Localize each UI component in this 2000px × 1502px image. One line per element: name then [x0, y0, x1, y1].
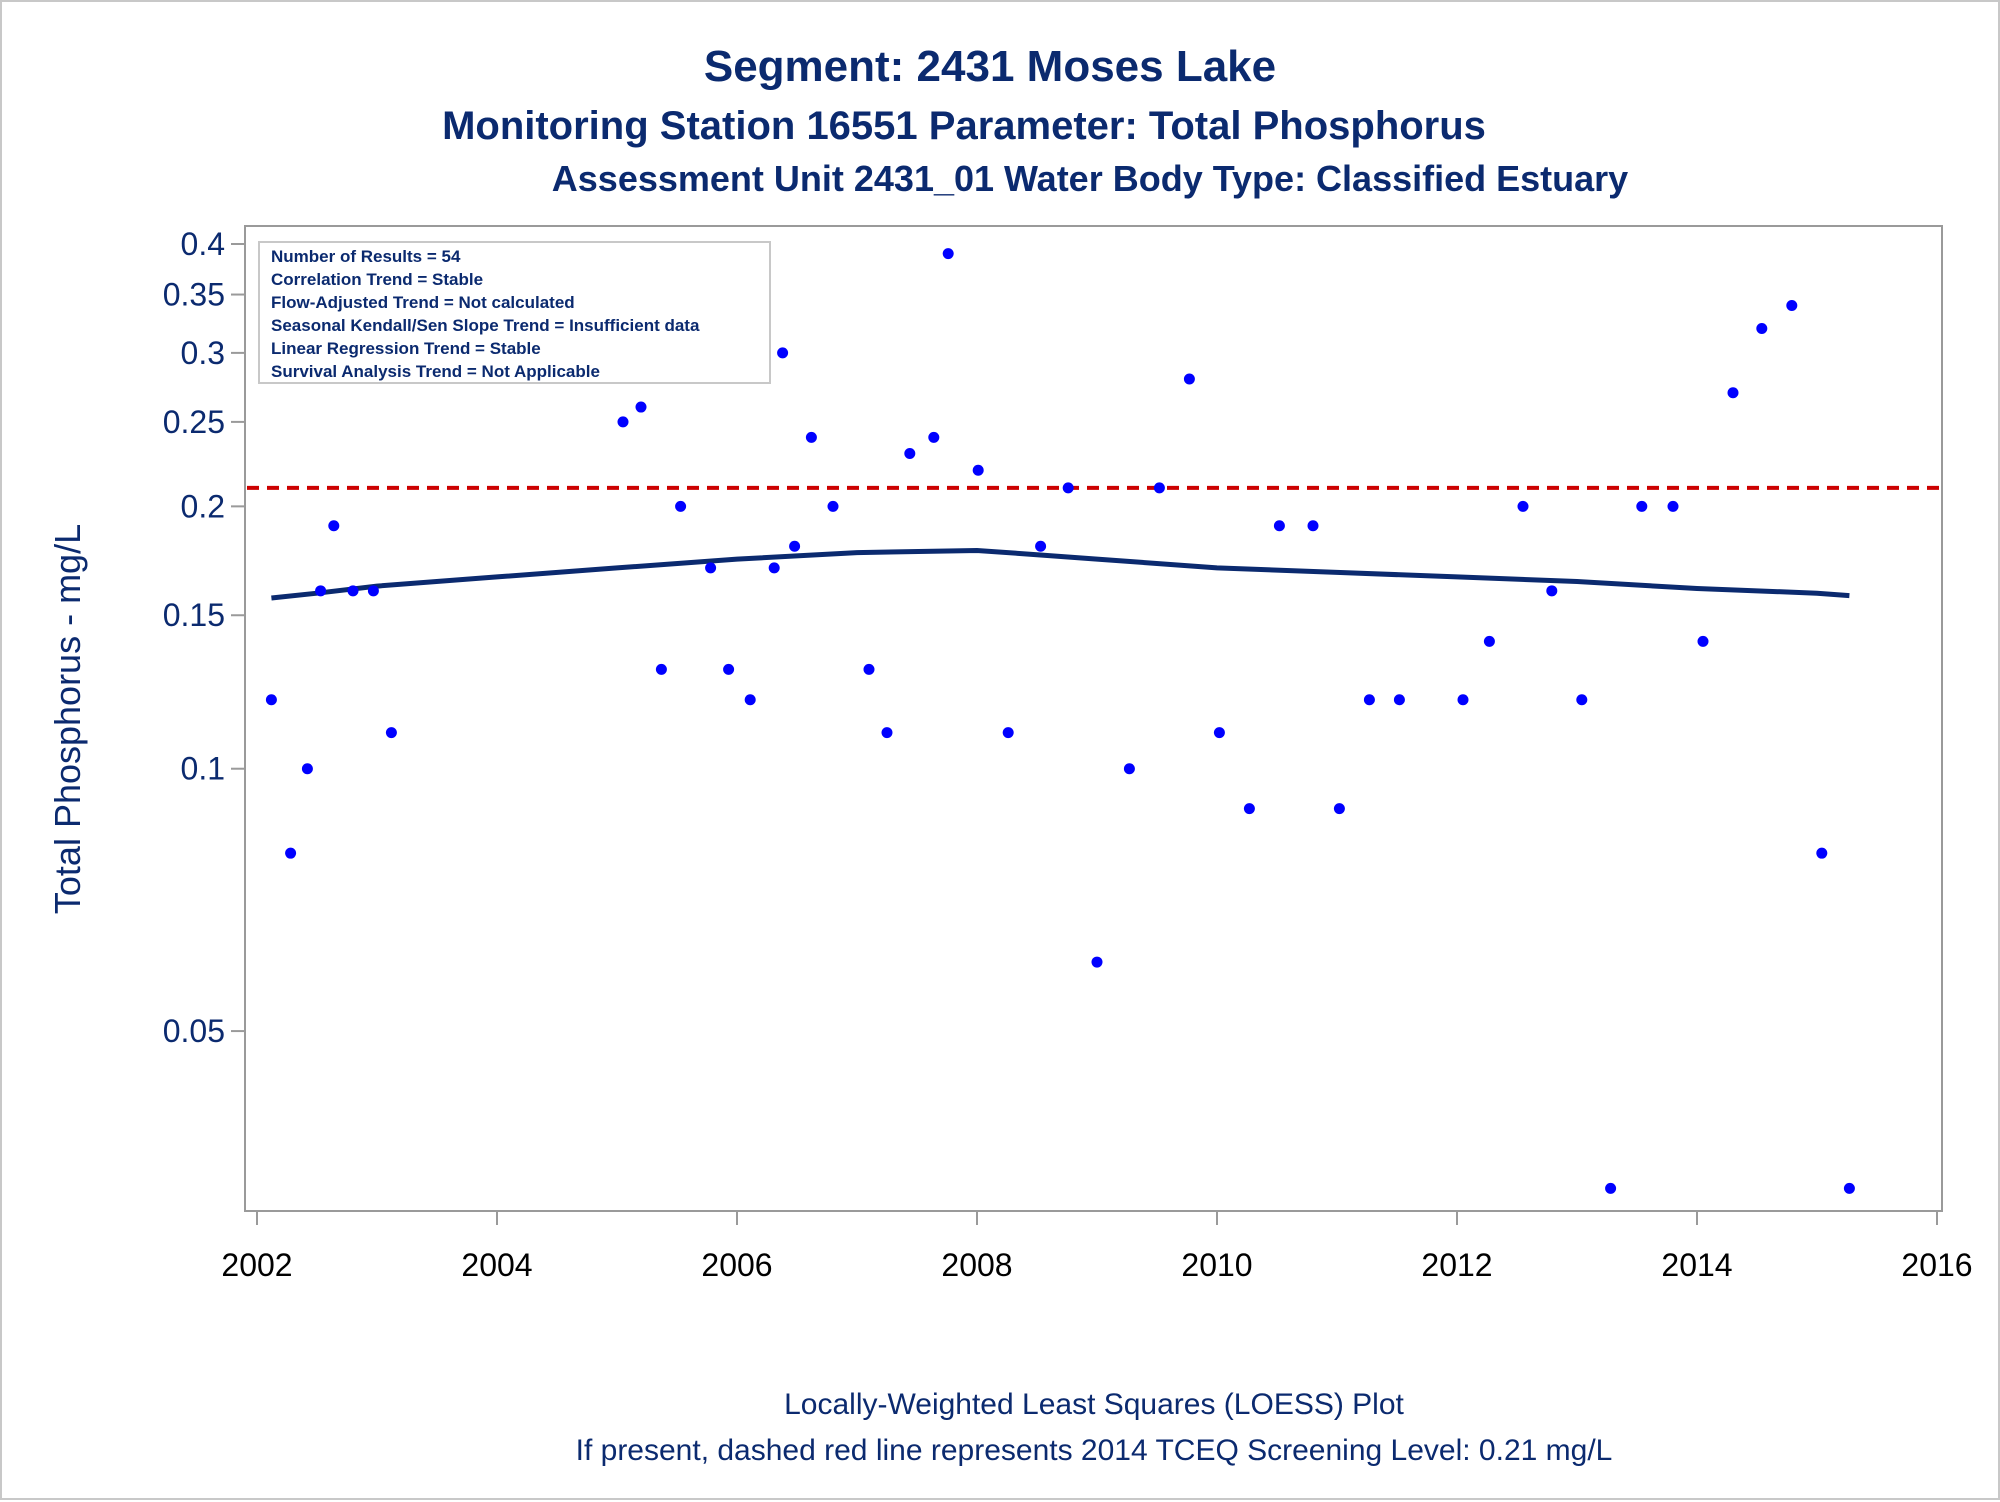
data-point [1605, 1182, 1617, 1194]
data-point [1816, 847, 1828, 859]
data-point [805, 431, 817, 443]
data-point [789, 540, 801, 552]
data-point [827, 500, 839, 512]
data-point [675, 500, 687, 512]
data-point [777, 347, 789, 359]
y-tick-label: 0.25 [163, 404, 225, 440]
x-tick-label: 2002 [221, 1247, 292, 1283]
chart-subtitle-1: Monitoring Station 16551 Parameter: Tota… [442, 104, 1486, 148]
footnote-screening-level: If present, dashed red line represents 2… [576, 1434, 1613, 1467]
data-points [265, 248, 1855, 1194]
data-point [1393, 694, 1405, 706]
data-point [744, 694, 756, 706]
data-point [1273, 520, 1285, 532]
data-point [1123, 763, 1135, 775]
stats-line-results: Number of Results = 54 [271, 247, 461, 266]
data-point [768, 562, 780, 574]
y-tick-label: 0.1 [181, 751, 225, 787]
data-point [1517, 500, 1529, 512]
data-point [723, 663, 735, 675]
data-point [1483, 635, 1495, 647]
y-tick-label: 0.3 [181, 335, 225, 371]
x-tick-label: 2012 [1421, 1247, 1492, 1283]
plot-area: 0.40.350.30.250.20.150.10.05 2002 2004 200… [163, 225, 1973, 1283]
data-point [1697, 635, 1709, 647]
data-point [328, 520, 340, 532]
data-point [285, 847, 297, 859]
data-point [1062, 482, 1074, 494]
data-point [972, 464, 984, 476]
data-point [635, 401, 647, 413]
data-point [942, 248, 954, 260]
x-tick-label: 2016 [1901, 1247, 1972, 1283]
x-tick-label: 2008 [941, 1247, 1012, 1283]
data-point [1843, 1182, 1855, 1194]
x-tick-label: 2014 [1661, 1247, 1732, 1283]
data-point [367, 585, 379, 597]
chart-title: Segment: 2431 Moses Lake [704, 42, 1276, 91]
x-axis: 2002 2004 2006 2008 2010 2012 2014 2016 [221, 1211, 1973, 1283]
data-point [1243, 803, 1255, 815]
stats-line-linear-regression: Linear Regression Trend = Stable [271, 339, 541, 358]
y-tick-label: 0.35 [163, 277, 225, 313]
data-point [863, 663, 875, 675]
footnote-loess: Locally-Weighted Least Squares (LOESS) P… [784, 1388, 1404, 1421]
loess-curve [271, 547, 1850, 601]
data-point [1636, 500, 1648, 512]
data-point [315, 585, 327, 597]
data-point [1786, 300, 1798, 312]
data-point [881, 727, 893, 739]
stats-line-survival: Survival Analysis Trend = Not Applicable [271, 362, 600, 381]
data-point [1756, 322, 1768, 334]
data-point [1667, 500, 1679, 512]
y-tick-label: 0.05 [163, 1013, 225, 1049]
y-tick-label: 0.15 [163, 597, 225, 633]
data-point [904, 447, 916, 459]
stats-box: Number of Results = 54 Correlation Trend… [258, 241, 771, 384]
data-point [1727, 387, 1739, 399]
y-tick-label: 0.4 [181, 226, 225, 262]
data-point [1213, 727, 1225, 739]
x-tick-label: 2006 [701, 1247, 772, 1283]
plot-frame [244, 225, 1943, 1212]
stats-line-correlation: Correlation Trend = Stable [271, 270, 483, 289]
x-tick-label: 2010 [1181, 1247, 1252, 1283]
data-point [1576, 694, 1588, 706]
data-point [1183, 373, 1195, 385]
data-point [617, 416, 629, 428]
data-point [1363, 694, 1375, 706]
data-point [265, 694, 277, 706]
data-point [1035, 540, 1047, 552]
data-point [301, 763, 313, 775]
x-tick-label: 2004 [461, 1247, 532, 1283]
data-point [928, 431, 940, 443]
stats-box-frame [258, 241, 771, 384]
data-point [705, 562, 717, 574]
data-point [347, 585, 359, 597]
y-tick-label: 0.2 [181, 488, 225, 524]
data-point [385, 727, 397, 739]
data-point [1002, 727, 1014, 739]
stats-line-flow-adjusted: Flow-Adjusted Trend = Not calculated [271, 293, 575, 312]
data-point [1546, 585, 1558, 597]
data-point [1333, 803, 1345, 815]
data-point [655, 663, 667, 675]
data-point [1091, 956, 1103, 968]
y-axis: 0.4 0.35 0.3 0.25 0.2 0.15 0.1 0.05 [163, 226, 245, 1049]
data-point [1153, 482, 1165, 494]
stats-line-seasonal-kendall: Seasonal Kendall/Sen Slope Trend = Insuf… [271, 316, 700, 335]
data-point [1457, 694, 1469, 706]
chart-subtitle-2: Assessment Unit 2431_01 Water Body Type:… [552, 158, 1628, 199]
data-point [1307, 520, 1319, 532]
y-axis-label: Total Phosphorus - mg/L [47, 524, 88, 914]
